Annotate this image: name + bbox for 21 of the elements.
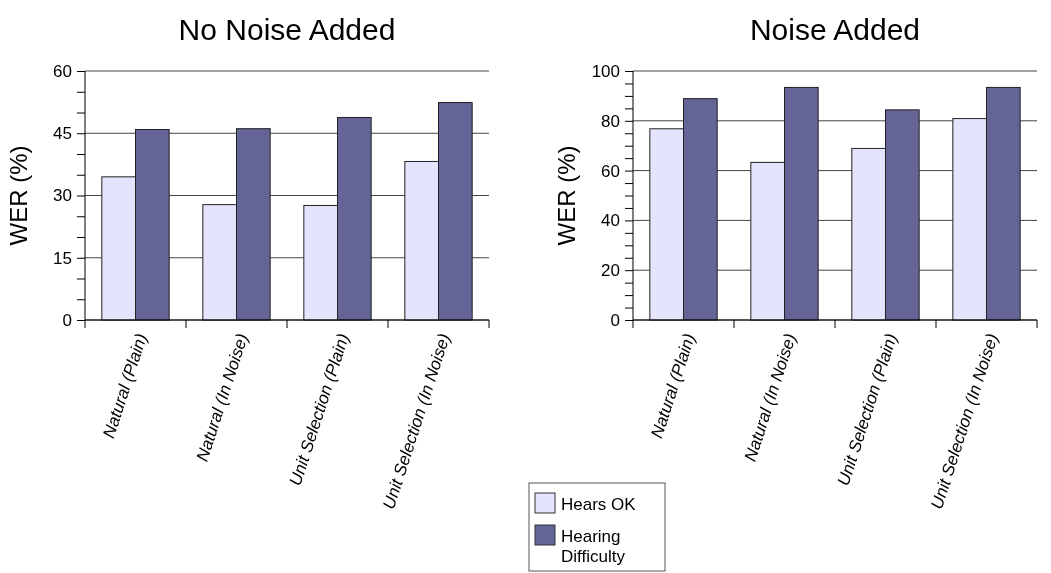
x-tick-label: Natural (Plain)	[99, 331, 151, 441]
y-tick-label: 45	[53, 124, 72, 144]
chart-title: Noise Added	[749, 13, 921, 46]
y-tick-label: 80	[601, 111, 620, 131]
y-axis-title: WER (%)	[5, 145, 32, 246]
y-tick-label: 100	[591, 61, 620, 81]
y-tick-label: 15	[53, 248, 72, 268]
y-tick-label: 0	[610, 310, 620, 330]
y-tick-label: 40	[601, 211, 620, 231]
y-axis-title: WER (%)	[553, 145, 580, 246]
chart-title: No Noise Added	[178, 13, 396, 46]
legend-label: Hears OK	[561, 495, 637, 514]
y-tick-label: 0	[62, 310, 72, 330]
legend-label: Hearing Difficulty	[561, 527, 626, 566]
x-tick-label: Natural (In Noise)	[740, 331, 800, 464]
x-tick-label: Natural (In Noise)	[192, 331, 252, 464]
x-tick-label: Natural (Plain)	[647, 331, 699, 441]
y-tick-label: 20	[601, 261, 620, 281]
y-tick-label: 60	[601, 161, 620, 181]
y-tick-label: 30	[53, 186, 72, 206]
y-tick-label: 60	[53, 61, 72, 81]
